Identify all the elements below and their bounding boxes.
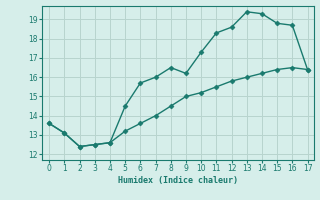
X-axis label: Humidex (Indice chaleur): Humidex (Indice chaleur) — [118, 176, 237, 185]
